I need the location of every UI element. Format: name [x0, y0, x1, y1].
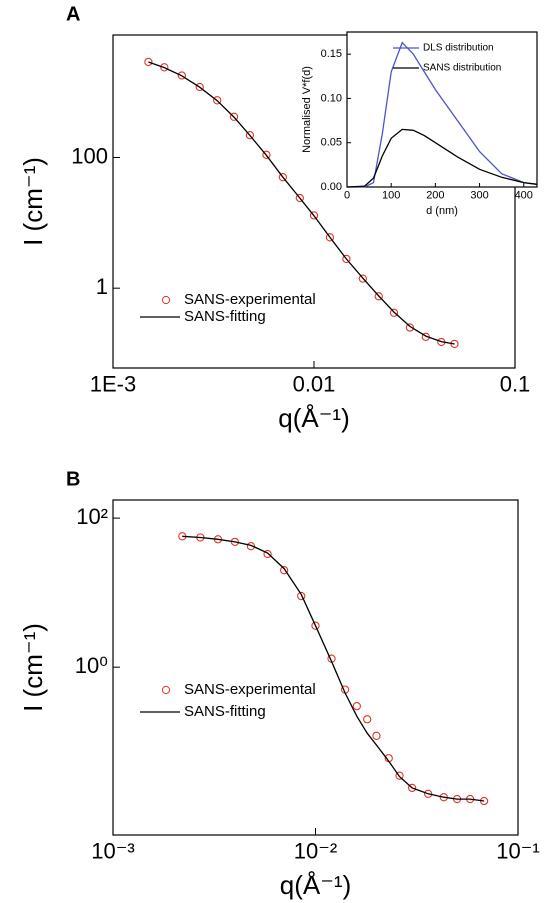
data-point: [160, 63, 169, 72]
y-tick-label: 1: [96, 274, 108, 299]
legend-marker: [161, 685, 171, 695]
data-point: [424, 789, 433, 798]
x-tick-label: 0: [344, 190, 350, 202]
data-point: [363, 715, 372, 724]
x-tick-label: 0.01: [293, 371, 336, 396]
x-tick-label: 100: [382, 190, 400, 202]
x-axis-label: d (nm): [426, 205, 458, 217]
data-point: [325, 233, 335, 242]
panel-letter: B: [66, 468, 80, 490]
data-point: [358, 274, 368, 283]
data-point: [295, 193, 304, 203]
x-tick-label: 200: [426, 190, 444, 202]
data-point: [177, 71, 186, 80]
data-point: [144, 57, 153, 67]
x-tick-label: 10⁻³: [91, 838, 134, 863]
data-point: [342, 254, 351, 264]
data-point: [245, 130, 255, 140]
y-tick-label: 0.00: [321, 181, 342, 193]
data-point: [389, 308, 399, 317]
y-tick-label: 10⁰: [75, 653, 108, 678]
legend-label: SANS-experimental: [184, 681, 316, 698]
y-tick-label: 0.15: [321, 48, 342, 60]
y-tick-label: 0.05: [321, 137, 342, 149]
data-line: [148, 61, 455, 345]
plot-frame: [112, 499, 519, 836]
y-axis-label: I (cm⁻¹): [18, 157, 48, 246]
data-point: [372, 731, 381, 740]
data-point: [352, 701, 361, 711]
legend-label: SANS-fitting: [184, 308, 266, 325]
data-line: [346, 128, 538, 188]
x-axis-label: q(Å⁻¹): [280, 870, 352, 900]
y-tick-label: 0.10: [321, 92, 342, 104]
data-point: [309, 211, 319, 220]
data-point: [278, 173, 288, 182]
x-axis-label: q(Å⁻¹): [278, 403, 350, 433]
x-tick-label: 1E-3: [90, 371, 136, 396]
data-point: [262, 150, 271, 159]
legend-marker: [161, 295, 171, 305]
panel-letter: A: [66, 3, 80, 25]
x-tick-label: 10⁻¹: [496, 838, 539, 863]
x-tick-label: 10⁻²: [294, 838, 337, 863]
x-tick-label: 300: [470, 190, 488, 202]
legend-label: SANS distribution: [423, 63, 501, 74]
data-point: [279, 566, 289, 575]
x-tick-label: 400: [515, 190, 533, 202]
data-point: [311, 621, 320, 630]
data-point: [229, 112, 239, 121]
data-point: [297, 591, 306, 601]
data-line: [182, 535, 485, 802]
y-tick-label: 100: [71, 143, 108, 168]
data-point: [405, 323, 415, 332]
y-axis-label: Normalised V*f(d): [301, 66, 313, 153]
data-point: [263, 549, 272, 559]
legend-label: SANS-experimental: [184, 291, 316, 308]
data-point: [407, 783, 417, 793]
legend-label: SANS-fitting: [184, 703, 266, 720]
legend-label: DLS distribution: [423, 43, 494, 54]
x-tick-label: 0.1: [500, 371, 531, 396]
data-point: [374, 292, 383, 301]
plot-frame: [346, 31, 538, 188]
data-point: [395, 771, 404, 780]
y-axis-label: I (cm⁻¹): [18, 623, 48, 712]
y-tick-label: 10²: [76, 504, 108, 529]
data-point: [195, 82, 204, 92]
data-point: [246, 542, 256, 551]
inset-background: [347, 32, 537, 187]
data-point: [213, 96, 222, 105]
